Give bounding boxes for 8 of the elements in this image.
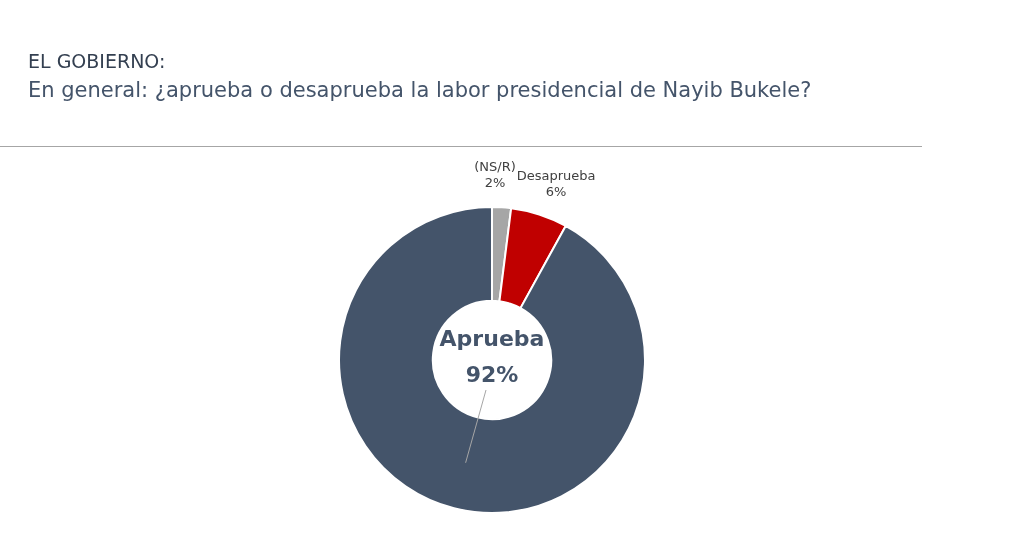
data-label: 2% — [484, 175, 506, 191]
data-label: 6% — [545, 183, 567, 199]
slice-label: Aprueba — [439, 326, 545, 351]
text: EL GOBIERNO: — [28, 50, 166, 72]
chart-subtitle: En general: ¿aprueba o desaprueba la labor presidencial de Nayib Bukele? — [28, 78, 812, 102]
slice-label: Desaprueba — [516, 167, 596, 183]
slice-label: (NS/R) — [474, 159, 516, 175]
data-label: 92% — [465, 362, 519, 387]
